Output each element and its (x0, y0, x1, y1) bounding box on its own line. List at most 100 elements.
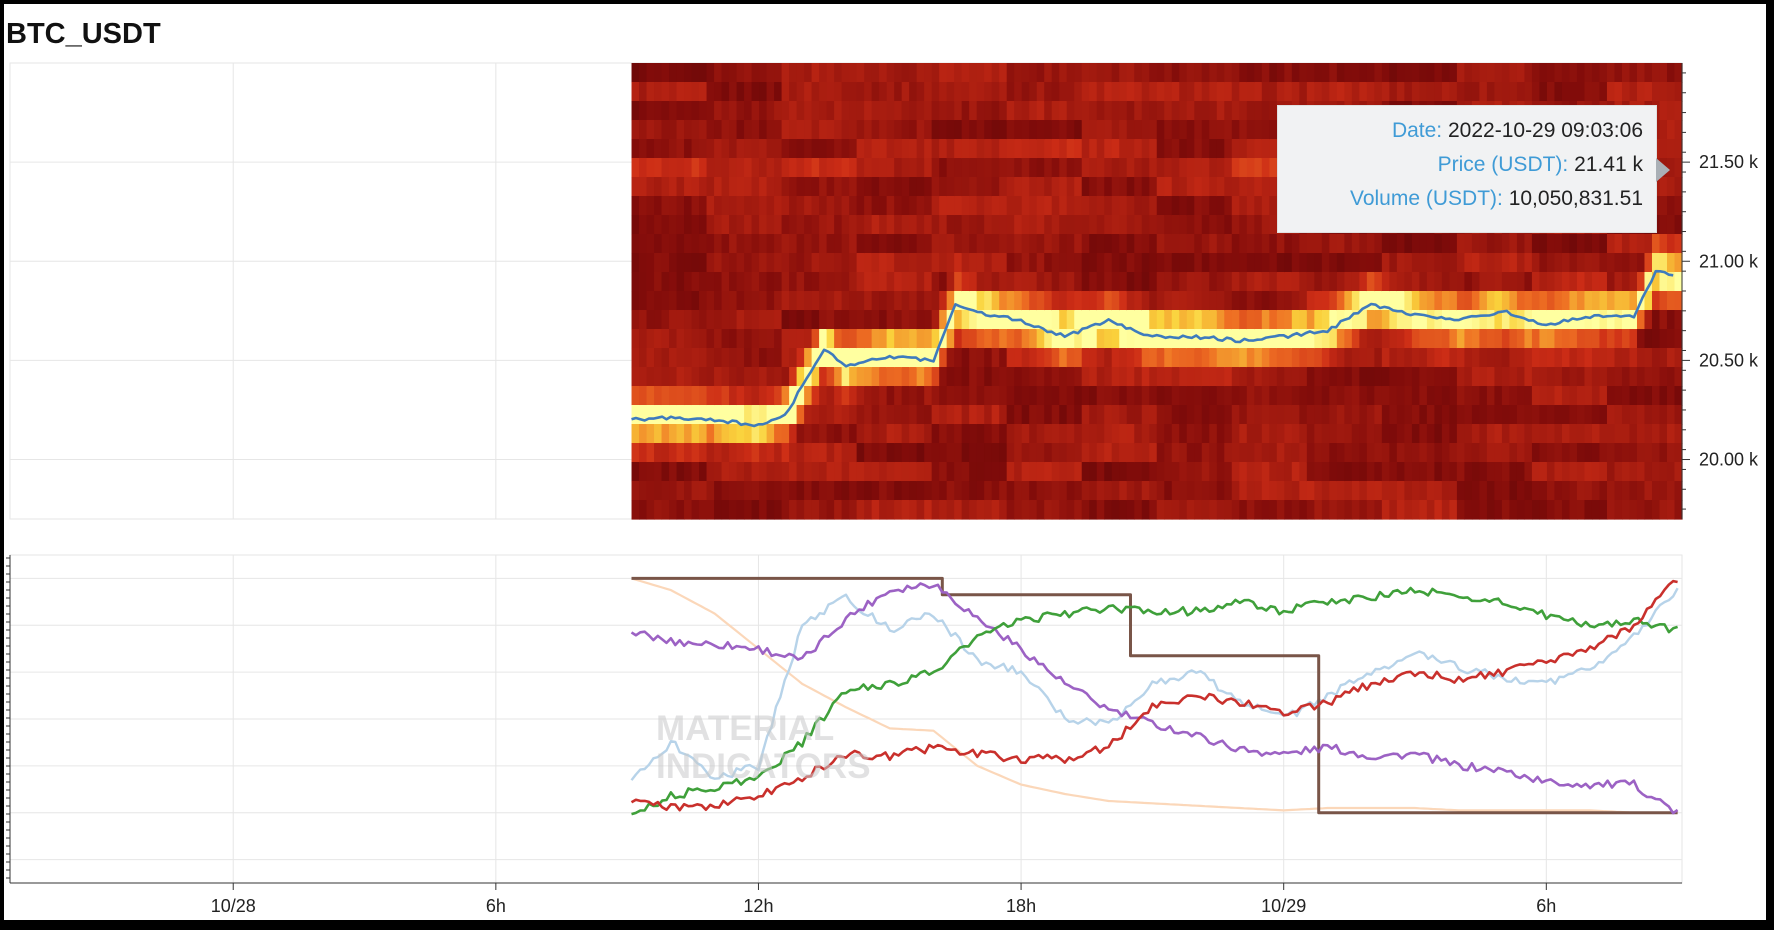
heat-cell (954, 329, 963, 349)
heat-cell (1374, 272, 1383, 292)
heat-cell (1674, 500, 1683, 520)
heat-cell (781, 158, 790, 178)
heat-cell (834, 253, 843, 273)
heat-cell (1089, 500, 1098, 520)
heat-cell (1396, 234, 1405, 254)
heat-cell (976, 196, 985, 216)
heat-cell (781, 234, 790, 254)
heat-cell (1606, 481, 1616, 501)
heat-cell (1494, 348, 1503, 368)
heat-cell (1141, 310, 1150, 330)
heat-cell (1201, 462, 1210, 482)
heat-cell (886, 196, 895, 216)
heat-cell (706, 82, 715, 102)
heat-cell (991, 253, 1000, 273)
heat-cell (1591, 386, 1601, 406)
heat-cell (976, 215, 985, 235)
heat-cell (736, 481, 745, 501)
heat-cell (826, 272, 835, 292)
heat-cell (706, 253, 715, 273)
heat-cell (1614, 481, 1623, 501)
heat-cell (931, 329, 940, 349)
heat-cell (1239, 120, 1248, 140)
heat-cell (1599, 272, 1608, 292)
heat-cell (1636, 63, 1646, 83)
heat-cell (1201, 177, 1210, 197)
heat-cell (1239, 139, 1248, 159)
heat-cell (1396, 367, 1405, 387)
heat-cell (1021, 82, 1030, 102)
heat-cell (1561, 329, 1571, 349)
heat-cell (1096, 405, 1105, 425)
heat-cell (1599, 500, 1608, 520)
heat-cell (984, 291, 993, 311)
heat-cell (1644, 310, 1653, 330)
heat-cell (796, 177, 805, 197)
heat-cell (1389, 310, 1398, 330)
heat-cell (721, 139, 730, 159)
heat-cell (1644, 443, 1653, 463)
heat-cell (1126, 405, 1135, 425)
heat-cell (1329, 367, 1338, 387)
heat-cell (1171, 405, 1180, 425)
heat-cell (969, 215, 978, 235)
heat-cell (1659, 177, 1668, 197)
heat-cell (1014, 253, 1023, 273)
heat-cell (1584, 310, 1593, 330)
heat-cell (1456, 443, 1465, 463)
heat-cell (684, 386, 693, 406)
heat-cell (804, 500, 813, 520)
heat-cell (1254, 101, 1263, 121)
heat-cell (744, 63, 753, 83)
heat-cell (631, 310, 640, 330)
liquidity-heatmap[interactable] (631, 63, 1683, 520)
heat-cell (1621, 272, 1631, 292)
heat-cell (1629, 500, 1638, 520)
heat-cell (1269, 405, 1278, 425)
heat-cell (751, 386, 760, 406)
heat-cell (676, 120, 685, 140)
heat-cell (759, 405, 768, 425)
heat-cell (1254, 424, 1263, 444)
heat-cell (1591, 405, 1601, 425)
heat-cell (1089, 424, 1098, 444)
heat-cell (1051, 481, 1060, 501)
heat-cell (646, 63, 655, 83)
tooltip-date-row: Date: 2022-10-29 09:03:06 (1392, 119, 1643, 143)
heat-cell (841, 101, 850, 121)
heat-cell (804, 291, 813, 311)
heat-cell (1516, 348, 1526, 368)
heat-cell (699, 272, 708, 292)
heat-cell (819, 386, 828, 406)
heat-cell (1269, 101, 1278, 121)
heat-cell (1344, 500, 1353, 520)
heat-cell (1636, 405, 1646, 425)
heat-cell (1254, 82, 1263, 102)
heat-cell (684, 481, 693, 501)
heat-cell (1606, 367, 1616, 387)
heat-cell (856, 462, 865, 482)
heat-cell (1599, 462, 1608, 482)
heat-cell (1606, 405, 1616, 425)
heat-cell (691, 348, 700, 368)
heat-cell (1216, 215, 1225, 235)
heat-cell (774, 158, 783, 178)
heat-cell (1449, 443, 1458, 463)
heat-cell (744, 329, 753, 349)
heat-cell (1531, 405, 1541, 425)
heat-cell (744, 500, 753, 520)
heat-cell (1404, 63, 1413, 83)
heat-cell (909, 424, 918, 444)
heat-cell (924, 177, 933, 197)
heat-cell (1599, 63, 1608, 83)
heat-cell (736, 120, 745, 140)
heat-cell (729, 405, 738, 425)
heat-cell (984, 481, 993, 501)
heat-cell (1081, 82, 1090, 102)
heat-cell (1179, 234, 1188, 254)
heat-cell (954, 253, 963, 273)
heat-cell (639, 310, 648, 330)
heat-cell (1674, 63, 1683, 83)
heat-cell (774, 310, 783, 330)
